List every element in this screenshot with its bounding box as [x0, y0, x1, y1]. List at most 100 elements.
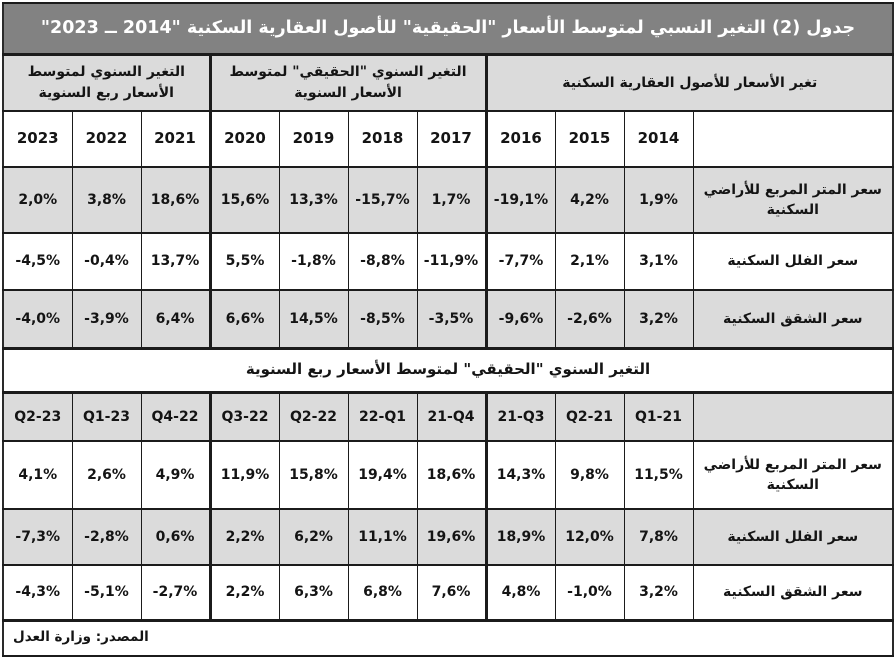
table-title: جدول (2) التغير النسبي لمتوسط الأسعار "ا…	[2, 2, 894, 56]
value-cell: -19,1%	[485, 166, 556, 234]
year-header-cell: 2016	[485, 110, 556, 168]
value-cell: 19,4%	[347, 440, 418, 510]
value-cell: -8,5%	[347, 289, 418, 349]
value-cell: -15,7%	[347, 166, 418, 234]
value-cell: 5,5%	[209, 232, 280, 291]
value-cell: 18,9%	[485, 508, 556, 566]
value-cell: -2,6%	[554, 289, 625, 349]
value-cell: 4,1%	[2, 440, 73, 510]
value-cell: -4,0%	[2, 289, 73, 349]
value-cell: -2,7%	[140, 564, 212, 621]
value-cell: -2,8%	[71, 508, 142, 566]
value-cell: -7,3%	[2, 508, 73, 566]
value-cell: 11,5%	[623, 440, 694, 510]
value-cell: 0,6%	[140, 508, 212, 566]
value-cell: 1,7%	[416, 166, 488, 234]
value-cell: 4,9%	[140, 440, 212, 510]
value-cell: 3,2%	[623, 289, 694, 349]
quarter-header-row: Q1-21 Q2-21 21-Q3 21-Q4 22-Q1 Q2-22 Q3-2…	[2, 391, 894, 442]
value-cell: 1,9%	[623, 166, 694, 234]
value-cell: 2,1%	[554, 232, 625, 291]
value-cell: 2,6%	[71, 440, 142, 510]
value-cell: 7,8%	[623, 508, 694, 566]
value-cell: 15,8%	[278, 440, 349, 510]
value-cell: -1,8%	[278, 232, 349, 291]
value-cell: -4,3%	[2, 564, 73, 621]
quarter-header-cell: Q2-22	[278, 391, 349, 442]
year-header-cell: 2015	[554, 110, 625, 168]
value-cell: 6,8%	[347, 564, 418, 621]
value-cell: 4,2%	[554, 166, 625, 234]
table-row-annual-apartments: سعر الشقق السكنية 3,2% -2,6% -9,6% -3,5%…	[2, 289, 894, 349]
value-cell: 6,6%	[209, 289, 280, 349]
quarter-header-cell: Q4-22	[140, 391, 212, 442]
table-row-quarterly-apartments: سعر الشقق السكنية 3,2% -1,0% 4,8% 7,6% 6…	[2, 564, 894, 621]
quarter-header-cell: 21-Q3	[485, 391, 556, 442]
table-row-annual-villas: سعر الفلل السكنية 3,1% 2,1% -7,7% -11,9%…	[2, 232, 894, 291]
group-header-real-annual-change: التغير السنوي "الحقيقي" لمتوسط الأسعار ا…	[209, 53, 488, 112]
quarter-header-cell: Q1-21	[623, 391, 694, 442]
value-cell: 6,3%	[278, 564, 349, 621]
year-header-cell: 2021	[140, 110, 212, 168]
value-cell: 13,7%	[140, 232, 212, 291]
value-cell: -4,5%	[2, 232, 73, 291]
quarterly-section-header-row: التغير السنوي "الحقيقي" لمتوسط الأسعار ر…	[2, 346, 894, 394]
quarter-header-cell: Q2-23	[2, 391, 73, 442]
row-label: سعر الشقق السكنية	[692, 289, 894, 349]
value-cell: 2,2%	[209, 564, 280, 621]
quarter-header-cell: Q3-22	[209, 391, 280, 442]
source-row: المصدر: وزارة العدل	[2, 618, 894, 657]
value-cell: -3,5%	[416, 289, 488, 349]
value-cell: -1,0%	[554, 564, 625, 621]
year-header-cell: 2014	[623, 110, 694, 168]
value-cell: 14,3%	[485, 440, 556, 510]
value-cell: 3,2%	[623, 564, 694, 621]
value-cell: -9,6%	[485, 289, 556, 349]
value-cell: 18,6%	[140, 166, 212, 234]
year-header-cell: 2022	[71, 110, 142, 168]
year-header-cell: 2019	[278, 110, 349, 168]
table-row-quarterly-land: سعر المتر المربع للأراضي السكنية 11,5% 9…	[2, 440, 894, 510]
value-cell: 9,8%	[554, 440, 625, 510]
table-row-quarterly-villas: سعر الفلل السكنية 7,8% 12,0% 18,9% 19,6%…	[2, 508, 894, 566]
table-row-annual-land: سعر المتر المربع للأراضي السكنية 1,9% 4,…	[2, 166, 894, 234]
year-header-cell: 2017	[416, 110, 488, 168]
value-cell: 15,6%	[209, 166, 280, 234]
value-cell: 12,0%	[554, 508, 625, 566]
value-cell: 13,3%	[278, 166, 349, 234]
row-label-header-empty	[692, 110, 894, 168]
value-cell: 7,6%	[416, 564, 488, 621]
row-label: سعر الفلل السكنية	[692, 232, 894, 291]
group-header-quarterly-avg-change: التغير السنوي لمتوسط الأسعار ربع السنوية	[2, 53, 212, 112]
value-cell: 11,1%	[347, 508, 418, 566]
quarter-header-cell: Q2-21	[554, 391, 625, 442]
value-cell: -5,1%	[71, 564, 142, 621]
value-cell: -7,7%	[485, 232, 556, 291]
value-cell: -3,9%	[71, 289, 142, 349]
value-cell: 19,6%	[416, 508, 488, 566]
value-cell: 4,8%	[485, 564, 556, 621]
year-header-cell: 2020	[209, 110, 280, 168]
quarter-header-cell: Q1-23	[71, 391, 142, 442]
value-cell: 2,2%	[209, 508, 280, 566]
quarter-header-cell: 21-Q4	[416, 391, 488, 442]
row-label: سعر الفلل السكنية	[692, 508, 894, 566]
group-header-price-change: تغير الأسعار للأصول العقارية السكنية	[485, 53, 894, 112]
quarter-header-cell: 22-Q1	[347, 391, 418, 442]
quarterly-section-title: التغير السنوي "الحقيقي" لمتوسط الأسعار ر…	[2, 346, 894, 394]
row-label: سعر المتر المربع للأراضي السكنية	[692, 440, 894, 510]
row-label-header-empty	[692, 391, 894, 442]
row-label: سعر الشقق السكنية	[692, 564, 894, 621]
table-title-row: جدول (2) التغير النسبي لمتوسط الأسعار "ا…	[2, 2, 894, 56]
year-header-row: 2014 2015 2016 2017 2018 2019 2020 2021 …	[2, 110, 894, 168]
value-cell: 2,0%	[2, 166, 73, 234]
value-cell: 3,8%	[71, 166, 142, 234]
value-cell: -8,8%	[347, 232, 418, 291]
value-cell: 6,2%	[278, 508, 349, 566]
value-cell: 14,5%	[278, 289, 349, 349]
value-cell: 18,6%	[416, 440, 488, 510]
source-note: المصدر: وزارة العدل	[2, 618, 894, 657]
value-cell: 11,9%	[209, 440, 280, 510]
value-cell: 6,4%	[140, 289, 212, 349]
